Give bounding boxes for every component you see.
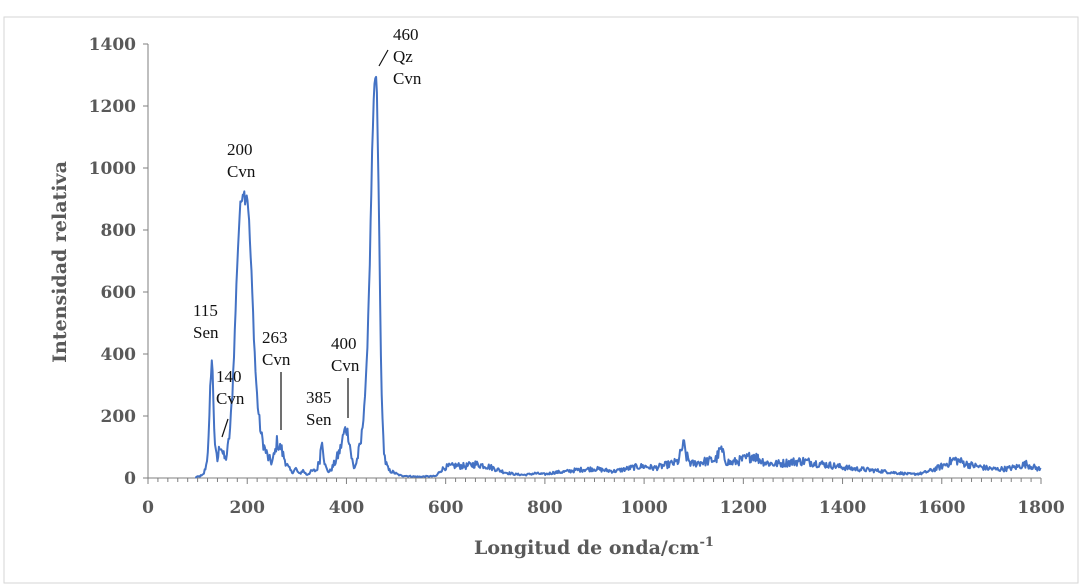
peak-annotations: 115 Sen 140 Cvn 200 Cvn 263 Cvn 385 Sen … xyxy=(193,25,423,438)
peak-label-200-mineral: Cvn xyxy=(227,162,256,181)
peak-label-400-wavenumber: 400 xyxy=(331,334,357,353)
peak-label-400-mineral: Cvn xyxy=(331,356,360,375)
peak-leader-140 xyxy=(221,418,229,438)
y-tick-label-200: 200 xyxy=(101,407,137,427)
chart-frame xyxy=(3,16,1079,584)
x-tick-label-0: 0 xyxy=(142,498,154,518)
peak-label-460-mineral-2: Cvn xyxy=(393,69,422,88)
peak-label-460-wavenumber: 460 xyxy=(393,25,419,44)
x-tick-label-600: 600 xyxy=(428,498,464,518)
peak-label-140-mineral: Cvn xyxy=(216,389,245,408)
y-tick-label-400: 400 xyxy=(101,345,137,365)
peak-label-385: 385 Sen xyxy=(306,388,336,429)
peak-label-140-wavenumber: 140 xyxy=(216,367,242,386)
x-tick-label-1800: 1800 xyxy=(1017,498,1064,518)
peak-label-200: 200 Cvn xyxy=(227,140,257,181)
peak-label-400: 400 Cvn xyxy=(331,334,361,375)
peak-label-460-mineral: Qz xyxy=(393,47,413,66)
peak-label-385-mineral: Sen xyxy=(306,410,332,429)
peak-label-263-wavenumber: 263 xyxy=(262,328,288,347)
peak-label-263-mineral: Cvn xyxy=(262,350,291,369)
y-tick-label-1400: 1400 xyxy=(89,35,136,55)
y-axis: 0 200 400 600 800 1000 1200 1400 xyxy=(89,35,149,489)
y-axis-title: Intensidad relativa xyxy=(49,161,71,363)
x-axis-title-text: Longitud de onda/cm xyxy=(474,537,700,559)
peak-label-115: 115 Sen xyxy=(193,301,222,342)
peak-label-385-wavenumber: 385 xyxy=(306,388,332,407)
y-tick-label-600: 600 xyxy=(101,283,137,303)
peak-label-115-mineral: Sen xyxy=(193,323,219,342)
peak-label-460: 460 Qz Cvn xyxy=(393,25,423,88)
x-tick-label-1200: 1200 xyxy=(720,498,767,518)
y-tick-label-1200: 1200 xyxy=(89,97,136,117)
y-tick-label-0: 0 xyxy=(124,469,136,489)
x-tick-label-1400: 1400 xyxy=(819,498,866,518)
spectrum-series-line xyxy=(194,75,1042,479)
x-tick-label-1600: 1600 xyxy=(918,498,965,518)
peak-label-200-wavenumber: 200 xyxy=(227,140,253,159)
peak-label-263: 263 Cvn xyxy=(262,328,292,369)
peak-label-115-wavenumber: 115 xyxy=(193,301,218,320)
x-axis-title: Longitud de onda/cm-1 xyxy=(474,535,714,559)
peak-label-140: 140 Cvn xyxy=(216,367,246,408)
x-axis-title-superscript: -1 xyxy=(700,535,714,550)
x-tick-label-200: 200 xyxy=(229,498,265,518)
x-tick-label-800: 800 xyxy=(527,498,563,518)
x-tick-label-400: 400 xyxy=(329,498,365,518)
y-tick-label-800: 800 xyxy=(101,221,137,241)
x-tick-label-1000: 1000 xyxy=(620,498,667,518)
x-axis: 0 200 400 600 800 1000 1200 1400 1600 1800 xyxy=(142,477,1065,518)
y-tick-label-1000: 1000 xyxy=(89,159,136,179)
peak-leader-460 xyxy=(378,49,389,67)
